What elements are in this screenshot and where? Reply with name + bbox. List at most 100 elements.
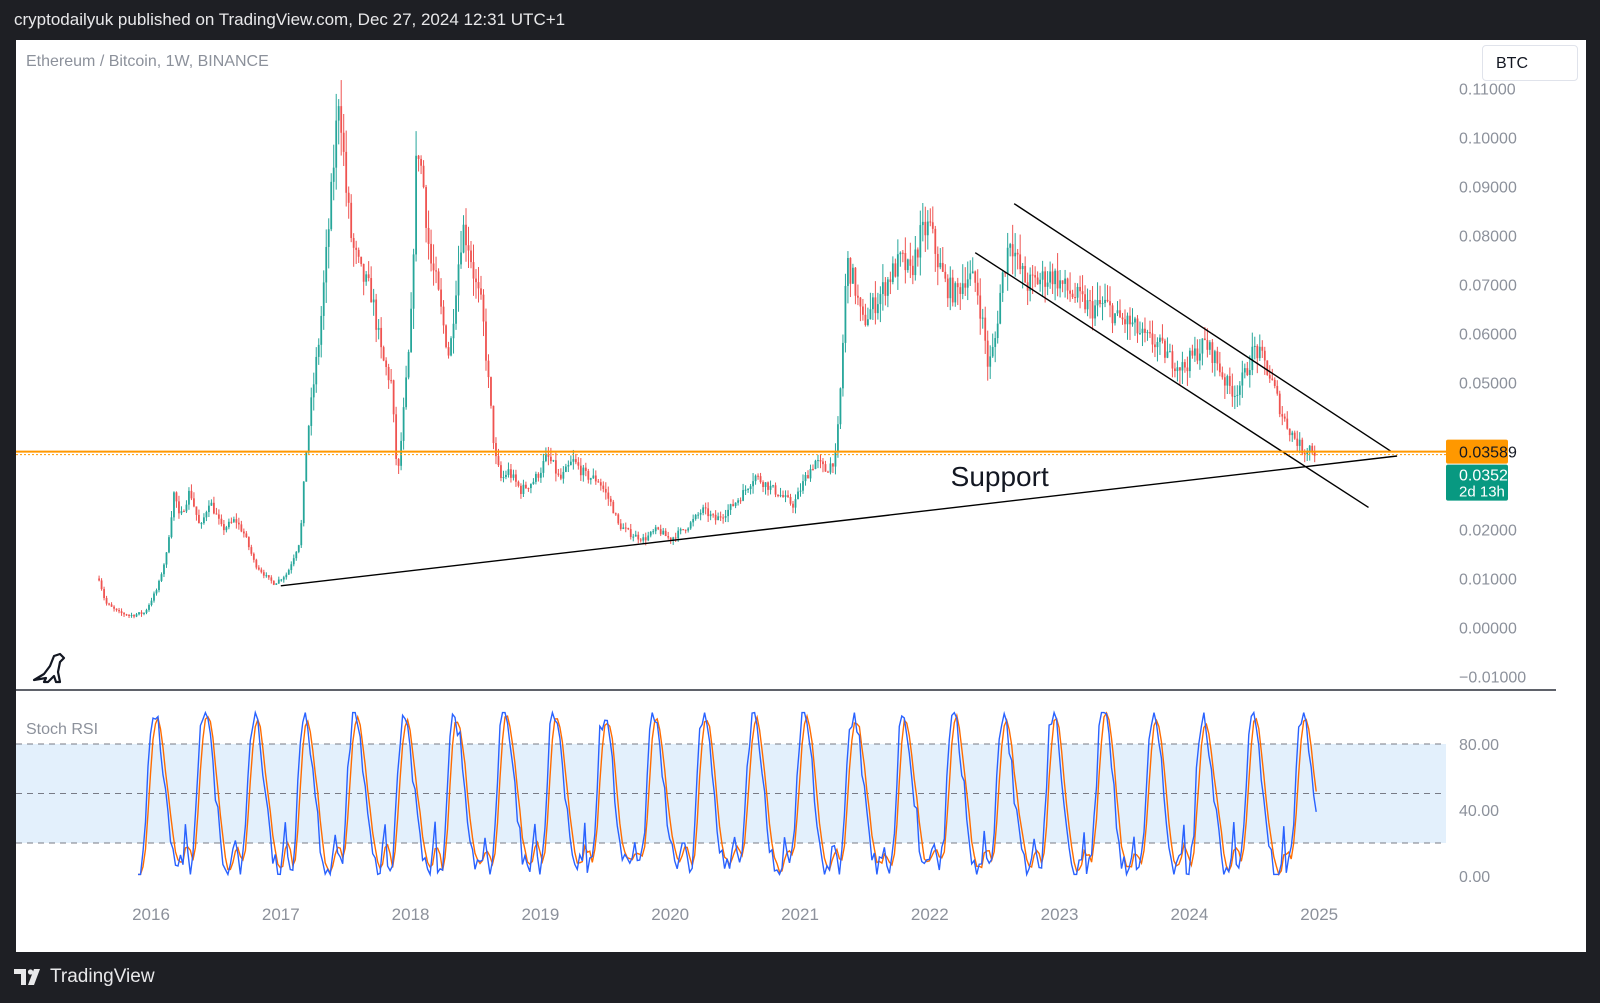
candle[interactable] — [1184, 359, 1186, 373]
candle[interactable] — [971, 257, 974, 274]
candle[interactable] — [123, 612, 125, 617]
candle[interactable] — [510, 463, 512, 483]
candle[interactable] — [1024, 256, 1027, 284]
candle[interactable] — [647, 531, 650, 542]
candle[interactable] — [904, 237, 907, 284]
candle[interactable] — [445, 324, 447, 349]
candle[interactable] — [425, 184, 427, 243]
candle[interactable] — [936, 246, 939, 286]
candle[interactable] — [1051, 263, 1054, 294]
candle[interactable] — [1258, 334, 1261, 361]
candle[interactable] — [814, 459, 817, 470]
candle[interactable] — [617, 513, 620, 525]
candle[interactable] — [267, 575, 270, 580]
candle[interactable] — [1169, 343, 1171, 353]
candle[interactable] — [834, 443, 837, 475]
stoch-rsi-legend[interactable]: Stoch RSI — [26, 721, 99, 738]
candle[interactable] — [100, 578, 103, 591]
candle[interactable] — [472, 244, 475, 296]
candle[interactable] — [864, 303, 867, 327]
candle[interactable] — [649, 531, 652, 538]
candle[interactable] — [554, 452, 557, 482]
candle[interactable] — [285, 572, 288, 580]
candle[interactable] — [437, 268, 440, 291]
candle[interactable] — [352, 233, 355, 267]
candle[interactable] — [1213, 349, 1216, 377]
candle[interactable] — [270, 575, 273, 584]
candle[interactable] — [597, 478, 600, 483]
candle[interactable] — [1176, 360, 1179, 382]
candle[interactable] — [365, 271, 368, 286]
candle[interactable] — [517, 480, 520, 488]
channel-upper-line[interactable] — [1013, 203, 1391, 452]
candle[interactable] — [1278, 390, 1281, 418]
candle[interactable] — [260, 567, 263, 574]
candle[interactable] — [1106, 285, 1109, 303]
candle[interactable] — [986, 330, 989, 381]
candle[interactable] — [1218, 351, 1221, 377]
candle[interactable] — [752, 473, 754, 494]
candle[interactable] — [1091, 286, 1094, 331]
candle[interactable] — [290, 561, 293, 574]
candle[interactable] — [569, 455, 572, 466]
candle[interactable] — [450, 336, 452, 357]
candle[interactable] — [964, 267, 967, 296]
candle[interactable] — [240, 520, 243, 533]
candle[interactable] — [792, 500, 794, 514]
candle[interactable] — [739, 497, 742, 504]
candle[interactable] — [242, 528, 245, 538]
candle[interactable] — [1156, 337, 1159, 362]
candle[interactable] — [717, 512, 720, 521]
candle[interactable] — [168, 535, 170, 554]
candle[interactable] — [789, 493, 792, 506]
candle[interactable] — [1253, 336, 1256, 360]
candle[interactable] — [812, 464, 814, 471]
candle[interactable] — [417, 154, 420, 172]
candle[interactable] — [832, 463, 834, 474]
candle[interactable] — [909, 242, 912, 279]
candle[interactable] — [440, 278, 442, 315]
candle[interactable] — [914, 235, 917, 281]
candle[interactable] — [178, 495, 180, 519]
candle[interactable] — [407, 349, 410, 380]
candle[interactable] — [213, 496, 215, 515]
candle[interactable] — [382, 345, 385, 362]
candle[interactable] — [604, 482, 607, 500]
candle[interactable] — [430, 229, 432, 272]
candle[interactable] — [115, 608, 118, 612]
candle[interactable] — [250, 544, 253, 556]
candle[interactable] — [255, 558, 258, 570]
candle[interactable] — [427, 210, 430, 260]
candle[interactable] — [110, 602, 113, 607]
candle[interactable] — [704, 502, 707, 515]
candle[interactable] — [557, 468, 560, 477]
candle[interactable] — [667, 531, 670, 540]
candle[interactable] — [135, 612, 138, 618]
candle[interactable] — [315, 347, 318, 393]
candle[interactable] — [397, 458, 400, 474]
candle[interactable] — [714, 510, 717, 525]
candle[interactable] — [480, 275, 482, 300]
candle[interactable] — [1191, 344, 1194, 359]
candle[interactable] — [1079, 275, 1081, 309]
candle[interactable] — [220, 514, 223, 527]
candle[interactable] — [145, 608, 148, 615]
candle[interactable] — [1149, 320, 1151, 338]
candle[interactable] — [347, 186, 350, 219]
candle[interactable] — [158, 579, 160, 593]
candle[interactable] — [1266, 360, 1269, 376]
candle[interactable] — [1019, 234, 1022, 275]
candle[interactable] — [969, 260, 972, 286]
candle[interactable] — [120, 608, 123, 616]
candle[interactable] — [447, 341, 450, 359]
candle[interactable] — [412, 248, 415, 329]
candle[interactable] — [1071, 289, 1074, 299]
candle[interactable] — [105, 595, 108, 606]
candle[interactable] — [1306, 447, 1309, 461]
candle[interactable] — [312, 372, 315, 411]
candle[interactable] — [295, 550, 298, 561]
candle[interactable] — [1188, 347, 1191, 378]
candle[interactable] — [1049, 261, 1052, 289]
candle[interactable] — [1084, 285, 1086, 314]
candle[interactable] — [515, 469, 517, 487]
